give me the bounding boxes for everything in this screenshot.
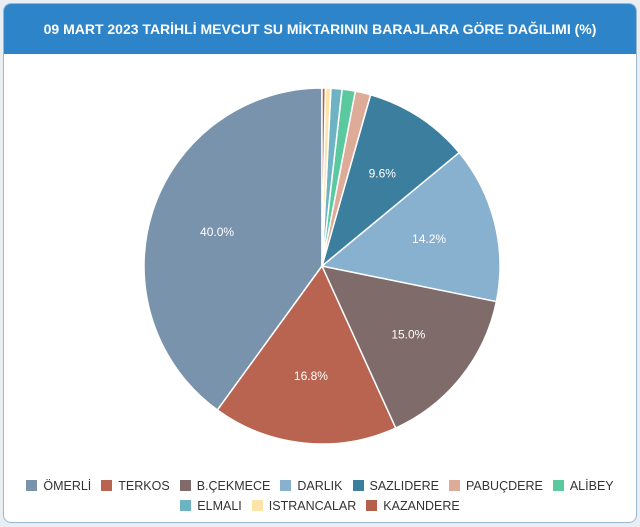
data-label: 9.6% — [369, 167, 397, 181]
legend-swatch — [180, 500, 192, 511]
legend-swatch — [179, 480, 191, 491]
legend-item[interactable]: ISTRANCALAR — [251, 496, 357, 516]
legend-swatch — [251, 500, 263, 511]
legend-swatch — [101, 480, 113, 491]
legend-label: ALİBEY — [569, 479, 614, 493]
chart-card: 09 MART 2023 TARİHLİ MEVCUT SU MİKTARINI… — [3, 3, 637, 523]
legend-item[interactable]: ALİBEY — [552, 476, 614, 496]
legend: ÖMERLİ TERKOS B.ÇEKMECE DARLIK SAZLIDERE PABU… — [4, 476, 636, 516]
legend-swatch — [448, 480, 460, 491]
legend-item[interactable]: SAZLIDERE — [352, 476, 439, 496]
pie-chart: 40.0% 16.8% 15.0% 14.2% 9.6% — [143, 87, 501, 445]
legend-label: ÖMERLİ — [43, 479, 92, 493]
legend-swatch — [352, 480, 364, 491]
legend-swatch — [280, 480, 292, 491]
legend-swatch — [552, 480, 564, 491]
data-label: 40.0% — [200, 225, 234, 239]
legend-label: B.ÇEKMECE — [196, 479, 271, 493]
legend-label: KAZANDERE — [383, 499, 460, 513]
legend-item[interactable]: KAZANDERE — [366, 496, 460, 516]
data-label: 16.8% — [294, 369, 328, 383]
pie-slice-sazlidere[interactable] — [320, 93, 461, 269]
legend-swatch — [366, 500, 378, 511]
legend-label: DARLIK — [297, 479, 343, 493]
legend-item[interactable]: ELMALI — [180, 496, 242, 516]
pie-slice-kazandere[interactable] — [321, 87, 327, 267]
legend-item[interactable]: ÖMERLİ — [26, 476, 91, 496]
data-label: 15.0% — [391, 328, 425, 342]
pie-slice-ömerli̇[interactable] — [143, 87, 323, 412]
legend-item[interactable]: B.ÇEKMECE — [179, 476, 271, 496]
legend-label: ELMALI — [197, 499, 242, 513]
pie-slice-terkos[interactable] — [216, 264, 397, 445]
legend-item[interactable]: DARLIK — [280, 476, 343, 496]
chart-title: 09 MART 2023 TARİHLİ MEVCUT SU MİKTARINI… — [4, 4, 636, 54]
data-label: 14.2% — [412, 232, 446, 246]
legend-label: PABUÇDERE — [465, 479, 543, 493]
pie-slice-darlik[interactable] — [320, 151, 501, 303]
legend-label: TERKOS — [118, 479, 170, 493]
legend-item[interactable]: PABUÇDERE — [448, 476, 543, 496]
legend-swatch — [26, 480, 38, 491]
legend-item[interactable]: TERKOS — [101, 476, 170, 496]
pie-slice-b.çekmece[interactable] — [320, 264, 498, 429]
legend-label: SAZLIDERE — [369, 479, 439, 493]
legend-label: ISTRANCALAR — [268, 499, 357, 513]
